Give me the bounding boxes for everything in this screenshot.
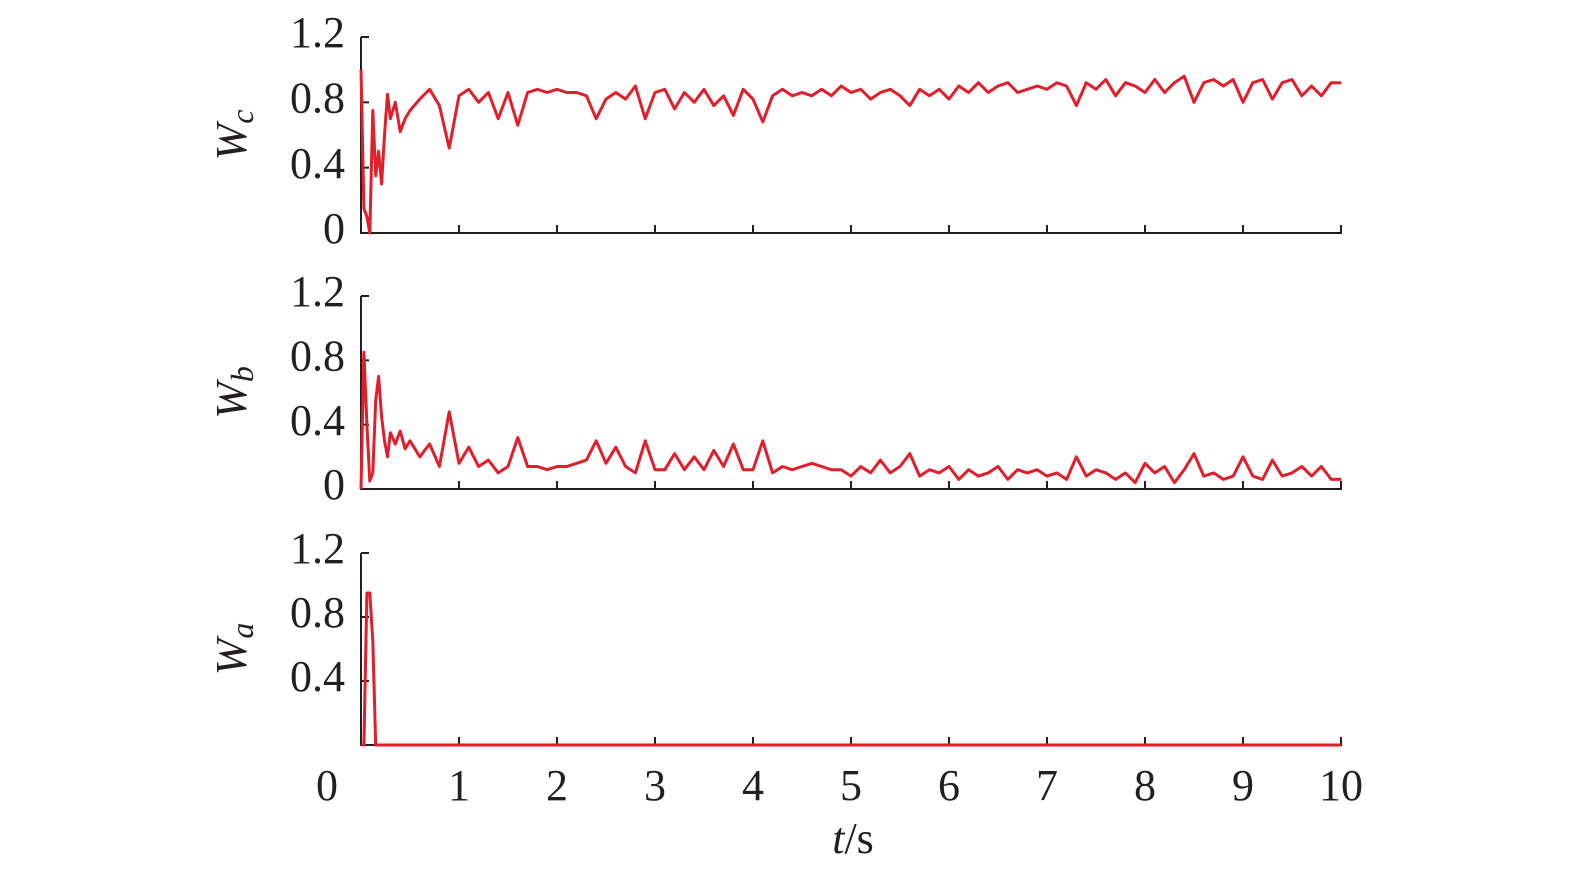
data-line (359, 350, 1341, 490)
x-tick-label: 4 (742, 761, 764, 810)
axis-line (360, 295, 1342, 490)
y-label-subscript: a (224, 623, 260, 639)
y-label-subscript: b (224, 366, 260, 382)
y-axis-label: Wb (207, 366, 260, 419)
y-tick-label: 0.4 (290, 652, 345, 701)
y-tick-label: 0.8 (290, 331, 345, 380)
x-axis-label: t/s (832, 814, 874, 863)
x-label-variable: t (832, 814, 846, 863)
y-axis-label: Wc (207, 110, 260, 161)
x-tick-label: 8 (1134, 761, 1156, 810)
x-tick-label: 5 (840, 761, 862, 810)
data-line (359, 69, 1341, 235)
y-tick-label: 1.2 (290, 8, 345, 57)
y-tick-label: 0.4 (290, 396, 345, 445)
y-tick-label: 0.4 (290, 139, 345, 188)
y-label-main: W (207, 635, 256, 675)
x-tick-label: 10 (1319, 761, 1363, 810)
x-tick-label: 0 (316, 761, 338, 810)
y-label-subscript: c (224, 110, 260, 124)
axis-line (360, 552, 1342, 746)
x-tick-label: 6 (938, 761, 960, 810)
x-tick-label: 1 (448, 761, 470, 810)
y-label-main: W (207, 379, 256, 419)
y-tick-label: 0 (323, 204, 345, 253)
x-tick-label: 2 (546, 761, 568, 810)
y-tick-label: 0.8 (290, 588, 345, 637)
x-label-unit: /s (844, 814, 873, 863)
y-tick-label: 1.2 (290, 267, 345, 316)
x-tick-label: 9 (1232, 761, 1254, 810)
y-axis-label: Wa (207, 623, 260, 676)
y-label-main: W (207, 120, 256, 160)
data-line (361, 591, 1341, 747)
y-tick-label: 0 (323, 460, 345, 509)
y-tick-label: 0.8 (290, 73, 345, 122)
x-tick-label: 7 (1036, 761, 1058, 810)
y-tick-label: 1.2 (290, 524, 345, 573)
axis-line (360, 36, 1342, 234)
x-tick-label: 3 (644, 761, 666, 810)
